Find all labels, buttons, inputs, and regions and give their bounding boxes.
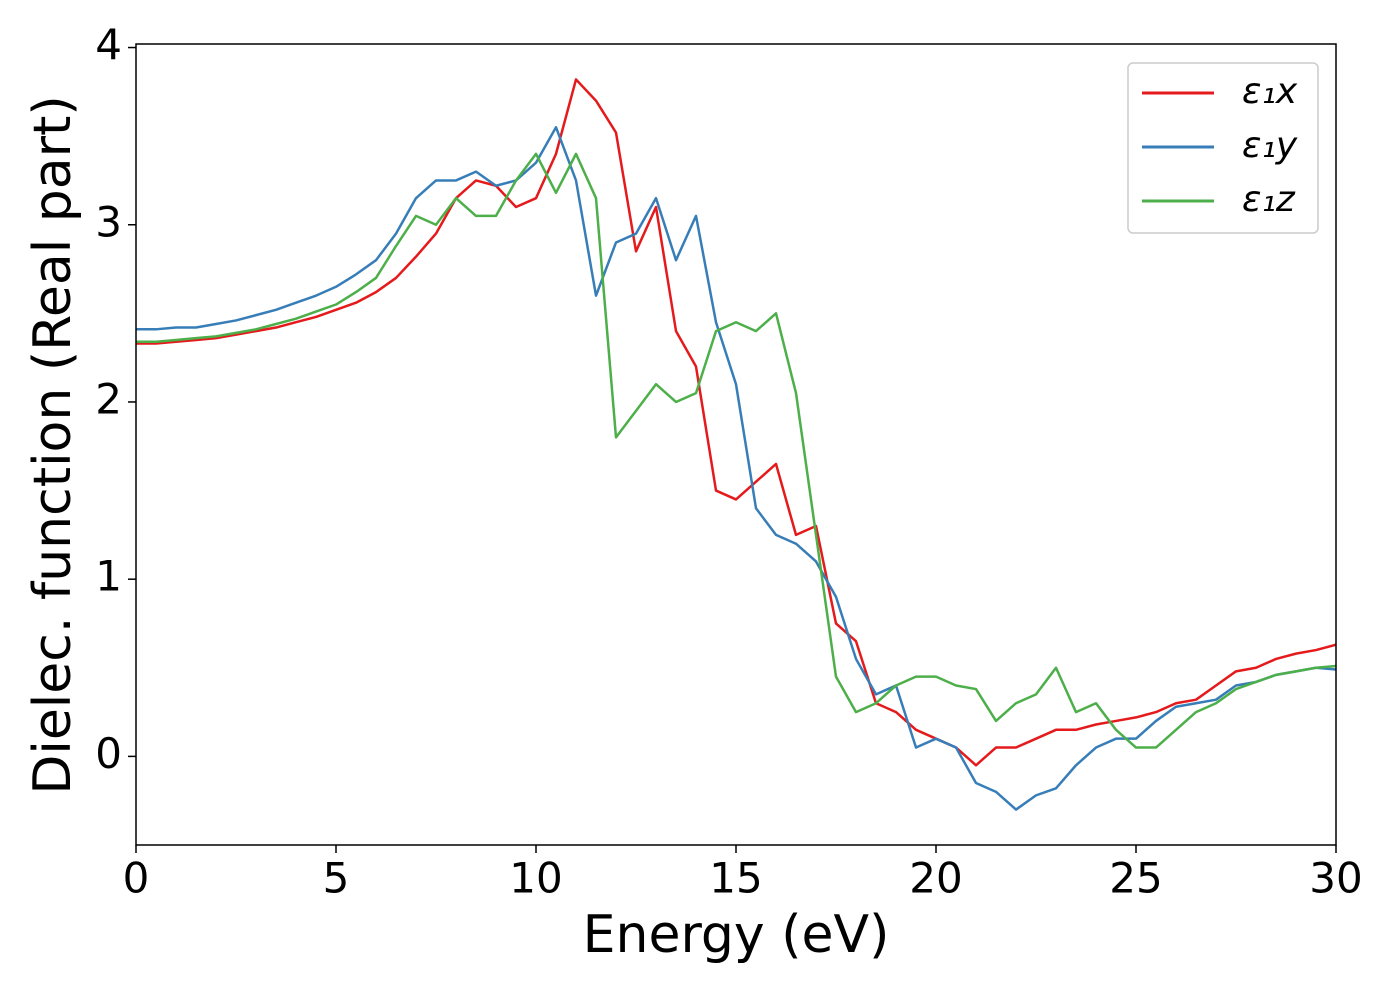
y-tick-label: 1 [95, 552, 122, 601]
x-tick-label: 0 [123, 854, 150, 903]
x-tick-label: 25 [1109, 854, 1162, 903]
x-tick-label: 15 [709, 854, 762, 903]
y-tick-label: 2 [95, 374, 122, 423]
y-axis-label: Dielec. function (Real part) [23, 95, 83, 794]
data-line [136, 152, 1336, 749]
legend-label: ε₁z [1242, 179, 1296, 220]
legend-label: ε₁y [1242, 125, 1298, 166]
data-line [136, 126, 1336, 811]
legend-label: ε₁x [1242, 71, 1298, 112]
data-line [136, 78, 1336, 767]
x-tick-label: 30 [1309, 854, 1362, 903]
x-tick-label: 20 [909, 854, 962, 903]
legend-box [1127, 62, 1319, 234]
y-tick-label: 3 [95, 197, 122, 246]
x-tick-label: 10 [509, 854, 562, 903]
plot-frame [135, 43, 1337, 846]
y-tick-label: 4 [95, 20, 122, 69]
x-axis-label: Energy (eV) [583, 905, 890, 965]
x-tick-label: 5 [323, 854, 350, 903]
y-tick-label: 0 [95, 729, 122, 778]
